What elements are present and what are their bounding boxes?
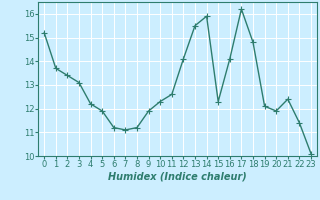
X-axis label: Humidex (Indice chaleur): Humidex (Indice chaleur) — [108, 172, 247, 182]
